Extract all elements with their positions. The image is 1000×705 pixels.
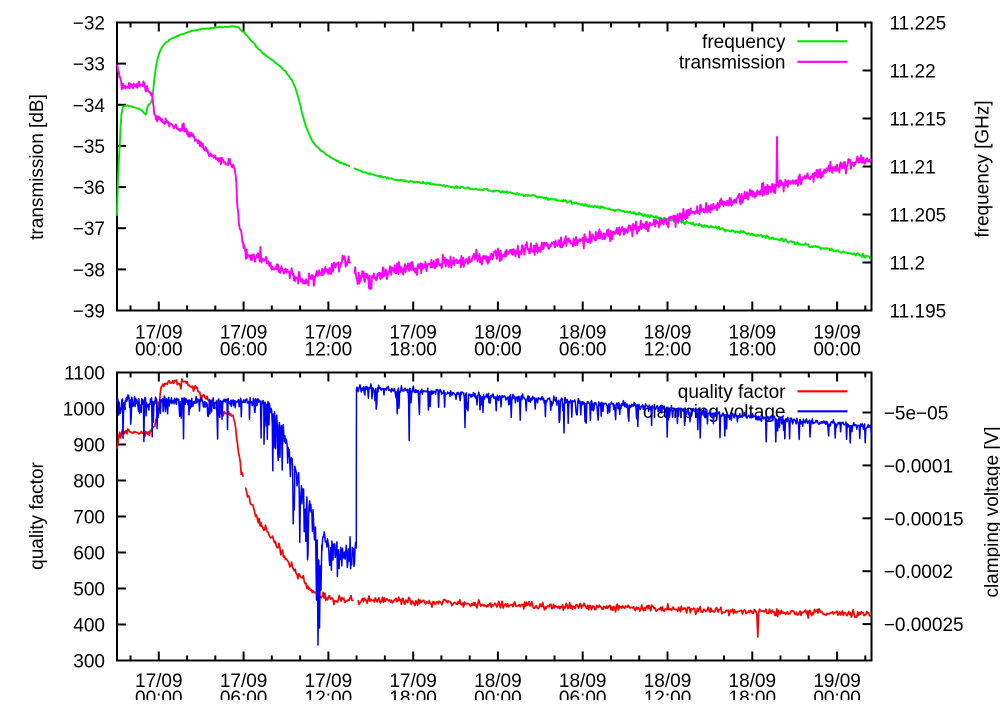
svg-text:quality factor: quality factor <box>678 382 786 403</box>
svg-text:600: 600 <box>73 544 105 565</box>
svg-text:00:00: 00:00 <box>135 688 183 700</box>
svg-text:clamping voltage [V]: clamping voltage [V] <box>982 426 1000 597</box>
svg-text:17/09: 17/09 <box>389 671 437 692</box>
svg-text:18/09: 18/09 <box>474 671 522 692</box>
svg-text:frequency [GHz]: frequency [GHz] <box>973 100 994 237</box>
svg-text:11.205: 11.205 <box>890 206 947 227</box>
svg-text:19/09: 19/09 <box>813 671 861 692</box>
svg-text:500: 500 <box>73 580 105 601</box>
svg-text:18:00: 18:00 <box>729 340 777 361</box>
svg-text:17/09: 17/09 <box>305 322 353 343</box>
svg-text:quality factor: quality factor <box>27 461 48 569</box>
svg-text:18/09: 18/09 <box>644 671 692 692</box>
svg-text:12:00: 12:00 <box>644 688 692 700</box>
svg-text:17/09: 17/09 <box>135 671 183 692</box>
svg-text:00:00: 00:00 <box>813 688 861 700</box>
svg-text:18/09: 18/09 <box>474 322 522 343</box>
svg-text:−33: −33 <box>73 55 105 76</box>
svg-text:400: 400 <box>73 616 105 637</box>
svg-text:17/09: 17/09 <box>220 671 268 692</box>
svg-text:18/09: 18/09 <box>559 671 607 692</box>
svg-text:frequency: frequency <box>702 32 786 53</box>
svg-text:−32: −32 <box>73 14 105 35</box>
svg-text:11.215: 11.215 <box>890 110 947 131</box>
svg-text:11.21: 11.21 <box>890 158 936 179</box>
svg-text:18/09: 18/09 <box>729 671 777 692</box>
svg-text:300: 300 <box>73 652 105 673</box>
svg-text:−37: −37 <box>73 219 105 240</box>
svg-text:700: 700 <box>73 508 105 529</box>
svg-text:−5e−05: −5e−05 <box>884 404 948 425</box>
svg-text:−0.0002: −0.0002 <box>884 562 953 583</box>
svg-text:−0.0001: −0.0001 <box>884 456 953 477</box>
svg-text:−0.00025: −0.00025 <box>884 615 964 636</box>
svg-text:11.195: 11.195 <box>890 302 947 323</box>
svg-text:1100: 1100 <box>64 364 105 385</box>
svg-text:17/09: 17/09 <box>135 322 183 343</box>
svg-text:900: 900 <box>73 436 105 457</box>
svg-text:800: 800 <box>73 472 105 493</box>
svg-text:11.2: 11.2 <box>890 254 926 275</box>
svg-text:06:00: 06:00 <box>220 340 268 361</box>
svg-text:06:00: 06:00 <box>220 688 268 700</box>
svg-text:−35: −35 <box>73 137 105 158</box>
svg-text:11.22: 11.22 <box>890 62 936 83</box>
svg-text:00:00: 00:00 <box>474 688 522 700</box>
svg-text:18/09: 18/09 <box>559 322 607 343</box>
svg-text:−36: −36 <box>73 178 105 199</box>
svg-text:18/09: 18/09 <box>644 322 692 343</box>
svg-text:17/09: 17/09 <box>220 322 268 343</box>
svg-text:transmission [dB]: transmission [dB] <box>27 94 48 240</box>
svg-text:00:00: 00:00 <box>135 340 183 361</box>
svg-text:12:00: 12:00 <box>305 340 353 361</box>
svg-text:−0.00015: −0.00015 <box>884 509 964 530</box>
svg-text:06:00: 06:00 <box>559 340 607 361</box>
svg-text:−39: −39 <box>73 302 105 323</box>
svg-text:18:00: 18:00 <box>389 688 437 700</box>
svg-text:17/09: 17/09 <box>305 671 353 692</box>
svg-text:11.225: 11.225 <box>890 14 947 35</box>
svg-text:12:00: 12:00 <box>644 340 692 361</box>
svg-text:06:00: 06:00 <box>559 688 607 700</box>
svg-text:−38: −38 <box>73 260 105 281</box>
svg-text:17/09: 17/09 <box>389 322 437 343</box>
svg-text:00:00: 00:00 <box>813 340 861 361</box>
svg-text:transmission: transmission <box>679 53 786 74</box>
svg-text:18/09: 18/09 <box>729 322 777 343</box>
svg-text:12:00: 12:00 <box>305 688 353 700</box>
svg-text:1000: 1000 <box>63 400 105 421</box>
svg-text:−34: −34 <box>73 96 106 117</box>
svg-text:18:00: 18:00 <box>729 688 777 700</box>
svg-text:18:00: 18:00 <box>389 340 437 361</box>
svg-text:19/09: 19/09 <box>813 322 861 343</box>
svg-text:00:00: 00:00 <box>474 340 522 361</box>
